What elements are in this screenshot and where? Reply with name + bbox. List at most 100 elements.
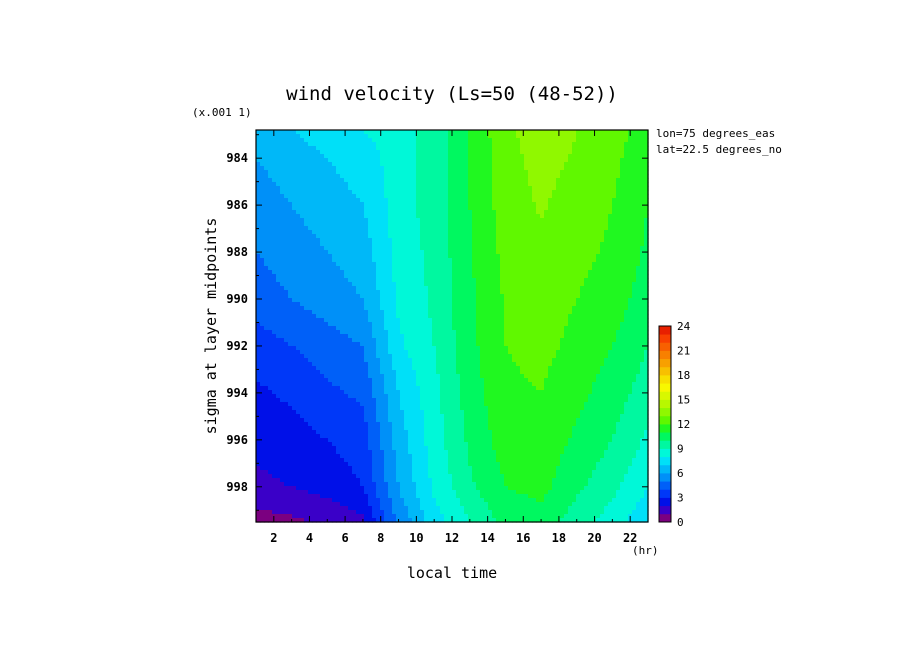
heatmap-cell: [540, 290, 545, 295]
heatmap-cell: [272, 254, 277, 259]
heatmap-cell: [284, 222, 289, 227]
heatmap-cell: [300, 302, 305, 307]
heatmap-cell: [636, 202, 641, 207]
heatmap-cell: [428, 190, 433, 195]
heatmap-cell: [348, 318, 353, 323]
heatmap-cell: [404, 214, 409, 219]
heatmap-cell: [280, 142, 285, 147]
heatmap-cell: [260, 202, 265, 207]
heatmap-cell: [256, 230, 261, 235]
heatmap-cell: [620, 222, 625, 227]
heatmap-cell: [264, 178, 269, 183]
heatmap-cell: [484, 298, 489, 303]
heatmap-cell: [588, 258, 593, 263]
heatmap-cell: [624, 230, 629, 235]
heatmap-cell: [296, 310, 301, 315]
heatmap-cell: [596, 182, 601, 187]
heatmap-cell: [324, 246, 329, 251]
heatmap-cell: [300, 218, 305, 223]
heatmap-cell: [348, 186, 353, 191]
heatmap-cell: [496, 298, 501, 303]
heatmap-cell: [452, 150, 457, 155]
heatmap-cell: [400, 134, 405, 139]
heatmap-cell: [532, 154, 537, 159]
heatmap-cell: [260, 330, 265, 335]
heatmap-cell: [584, 190, 589, 195]
heatmap-cell: [604, 298, 609, 303]
heatmap-cell: [288, 142, 293, 147]
heatmap-cell: [588, 298, 593, 303]
heatmap-cell: [288, 322, 293, 327]
heatmap-cell: [644, 142, 649, 147]
heatmap-cell: [332, 310, 337, 315]
heatmap-cell: [516, 202, 521, 207]
heatmap-cell: [552, 278, 557, 283]
heatmap-cell: [296, 174, 301, 179]
heatmap-cell: [472, 326, 477, 331]
heatmap-cell: [620, 326, 625, 331]
heatmap-cell: [592, 166, 597, 171]
heatmap-cell: [296, 190, 301, 195]
heatmap-cell: [416, 226, 421, 231]
heatmap-cell: [516, 318, 521, 323]
heatmap-cell: [384, 266, 389, 271]
heatmap-cell: [596, 290, 601, 295]
heatmap-cell: [504, 230, 509, 235]
heatmap-cell: [304, 222, 309, 227]
heatmap-cell: [636, 274, 641, 279]
heatmap-cell: [460, 226, 465, 231]
heatmap-cell: [320, 298, 325, 303]
heatmap-cell: [436, 258, 441, 263]
heatmap-cell: [316, 214, 321, 219]
heatmap-cell: [588, 166, 593, 171]
heatmap-cell: [408, 206, 413, 211]
heatmap-cell: [264, 238, 269, 243]
heatmap-cell: [516, 158, 521, 163]
heatmap-cell: [316, 258, 321, 263]
heatmap-cell: [256, 154, 261, 159]
heatmap-cell: [568, 178, 573, 183]
heatmap-cell: [420, 310, 425, 315]
heatmap-cell: [376, 138, 381, 143]
heatmap-cell: [264, 174, 269, 179]
heatmap-cell: [428, 186, 433, 191]
heatmap-cell: [528, 258, 533, 263]
heatmap-cell: [512, 270, 517, 275]
heatmap-cell: [328, 318, 333, 323]
heatmap-cell: [644, 254, 649, 259]
heatmap-cell: [600, 330, 605, 335]
heatmap-cell: [408, 218, 413, 223]
heatmap-cell: [288, 230, 293, 235]
heatmap-cell: [568, 154, 573, 159]
heatmap-cell: [332, 278, 337, 283]
heatmap-cell: [624, 178, 629, 183]
heatmap-cell: [312, 282, 317, 287]
heatmap-cell: [576, 202, 581, 207]
heatmap-cell: [424, 270, 429, 275]
heatmap-cell: [260, 210, 265, 215]
heatmap-cell: [400, 330, 405, 335]
heatmap-cell: [564, 166, 569, 171]
heatmap-cell: [308, 210, 313, 215]
heatmap-cell: [508, 134, 513, 139]
heatmap-cell: [484, 330, 489, 335]
heatmap-cell: [488, 282, 493, 287]
heatmap-cell: [428, 246, 433, 251]
heatmap-cell: [312, 138, 317, 143]
heatmap-cell: [612, 270, 617, 275]
heatmap-cell: [432, 234, 437, 239]
heatmap-cell: [432, 266, 437, 271]
heatmap-cell: [476, 222, 481, 227]
heatmap-cell: [260, 130, 265, 135]
heatmap-cell: [592, 158, 597, 163]
heatmap-cell: [396, 294, 401, 299]
heatmap-cell: [484, 150, 489, 155]
heatmap-cell: [584, 142, 589, 147]
heatmap-cell: [612, 214, 617, 219]
heatmap-cell: [640, 282, 645, 287]
heatmap-cell: [456, 238, 461, 243]
heatmap-cell: [276, 294, 281, 299]
heatmap-cell: [372, 250, 377, 255]
heatmap-cell: [636, 130, 641, 135]
heatmap-cell: [608, 158, 613, 163]
